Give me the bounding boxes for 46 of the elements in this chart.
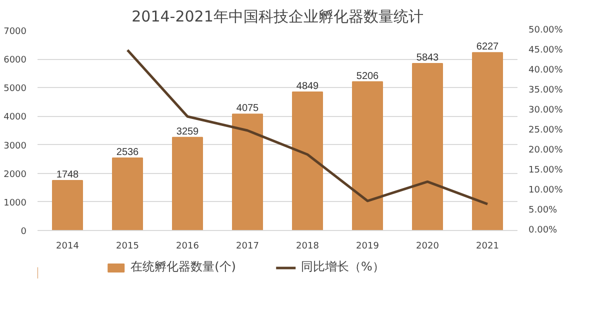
bar (412, 63, 443, 230)
data-label: 2536 (116, 147, 140, 158)
x-tick-label: 2019 (356, 242, 380, 252)
y-tick-label: 1000 (4, 198, 27, 208)
y2-tick-label: 0.00% (528, 226, 558, 236)
y-tick-label: 2000 (4, 170, 27, 180)
y2-tick-label: 50.00% (528, 26, 564, 36)
y-tick-label: 6000 (4, 56, 27, 66)
y2-tick-label: 35.00% (528, 86, 564, 96)
x-tick-label: 2017 (236, 242, 259, 252)
y2-tick-label: 45.00% (528, 46, 564, 56)
bar (232, 114, 263, 230)
x-tick-label: 2014 (56, 242, 80, 252)
y2-tick-label: 40.00% (528, 66, 564, 76)
bar (292, 91, 323, 230)
data-label: 3259 (176, 126, 200, 138)
y-tick-label: 5000 (4, 84, 27, 94)
y-tick-label: 7000 (4, 27, 27, 37)
y2-tick-label: 20.00% (528, 146, 564, 156)
x-tick-label: 2021 (476, 242, 499, 252)
y2-tick-label: 10.00% (528, 186, 564, 196)
bar (52, 180, 83, 230)
x-tick-label: 2018 (296, 242, 320, 252)
data-label: 4849 (296, 80, 320, 92)
data-label: 6227 (476, 42, 500, 53)
y2-tick-label: 25.00% (528, 126, 564, 136)
x-tick-label: 2016 (176, 242, 200, 252)
x-tick-label: 2020 (416, 242, 440, 252)
y-tick-label: 3000 (4, 141, 27, 152)
legend-label: 在统孵化器数量(个) (130, 258, 236, 276)
y2-tick-label: 15.00% (528, 166, 564, 176)
data-label: 1748 (56, 170, 80, 181)
bar (112, 158, 143, 230)
data-label: 5206 (356, 70, 380, 82)
data-label: 4075 (236, 103, 260, 114)
legend-label: 同比增长（%） (300, 258, 384, 276)
y2-tick-label: 5.00% (528, 206, 558, 216)
bar (472, 52, 503, 230)
x-tick-label: 2015 (116, 242, 139, 252)
chart-title: 2014-2021年中国科技企业孵化器数量统计 (132, 8, 424, 26)
y-tick-label: 0 (20, 227, 27, 237)
data-label: 5843 (416, 52, 440, 64)
y-tick-label: 4000 (4, 112, 27, 123)
bar (172, 136, 203, 230)
y2-tick-label: 30.00% (528, 106, 564, 116)
bar (352, 81, 383, 230)
